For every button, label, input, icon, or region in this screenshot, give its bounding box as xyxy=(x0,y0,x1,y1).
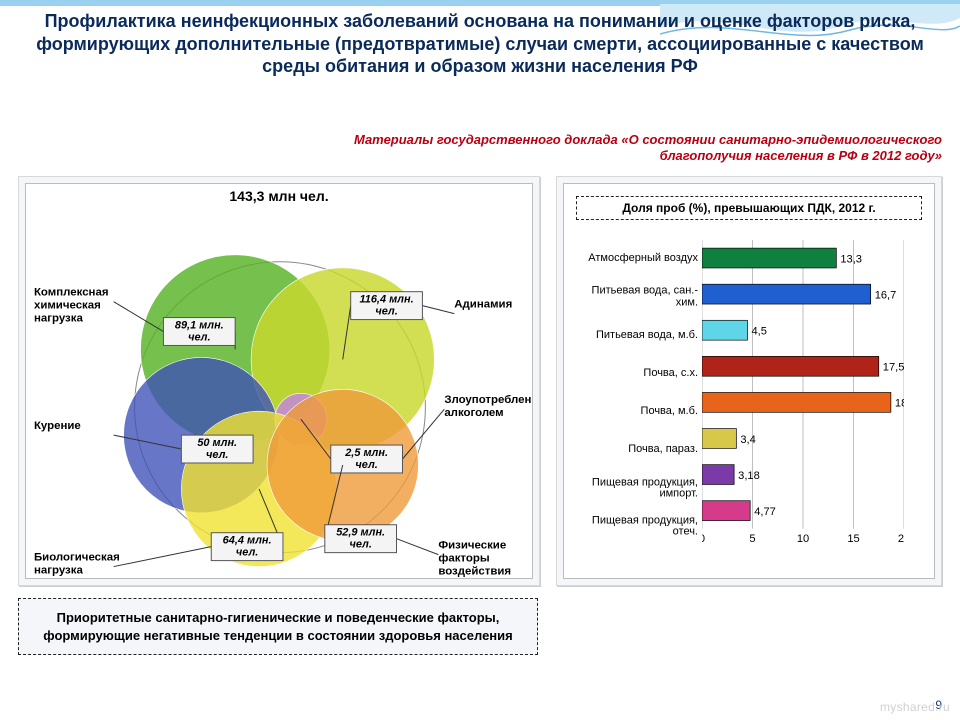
bar-category-label: Питьевая вода, сан.-хим. xyxy=(570,286,698,309)
svg-text:Физическиефакторывоздействия: Физическиефакторывоздействия xyxy=(438,540,511,578)
slide: Профилактика неинфекционных заболеваний … xyxy=(0,0,960,720)
svg-text:15: 15 xyxy=(847,533,859,545)
bar-category-label: Пищевая продукция, отеч. xyxy=(570,515,698,538)
bars-plot: Доля проб (%), превышающих ПДК, 2012 г. … xyxy=(563,183,935,579)
bars-svg: 13,3 16,7 4,5 17,5 18,7 3,4 3,18 4,77 0 5 10 15 20 xyxy=(702,240,904,546)
svg-text:3,4: 3,4 xyxy=(740,434,755,446)
svg-text:20: 20 xyxy=(898,533,904,545)
venn-title: 143,3 млн чел. xyxy=(26,188,532,204)
svg-text:0: 0 xyxy=(702,533,705,545)
svg-text:4,77: 4,77 xyxy=(754,506,776,518)
svg-text:18,7: 18,7 xyxy=(895,398,904,410)
svg-text:5: 5 xyxy=(749,533,755,545)
venn-panel: 143,3 млн чел. 89,1 млн.чел.Комплекснаях… xyxy=(18,176,540,586)
venn-svg: 89,1 млн.чел.Комплекснаяхимическаянагруз… xyxy=(26,210,532,579)
bar-category-label: Почва, м.б. xyxy=(570,406,698,418)
svg-text:Курение: Курение xyxy=(34,420,81,432)
svg-text:13,3: 13,3 xyxy=(840,254,862,266)
svg-text:Злоупотреблениеалкоголем: Злоупотреблениеалкоголем xyxy=(444,394,532,419)
venn-plot: 143,3 млн чел. 89,1 млн.чел.Комплекснаях… xyxy=(25,183,533,579)
svg-text:17,5: 17,5 xyxy=(883,362,904,374)
source-subtitle: Материалы государственного доклада «О со… xyxy=(290,132,942,165)
svg-text:Комплекснаяхимическаянагрузка: Комплекснаяхимическаянагрузка xyxy=(34,287,109,325)
svg-text:3,18: 3,18 xyxy=(738,470,760,482)
watermark: myshared.ru xyxy=(880,700,950,714)
bars-panel: Доля проб (%), превышающих ПДК, 2012 г. … xyxy=(556,176,942,586)
bottom-caption: Приоритетные санитарно-гигиенические и п… xyxy=(18,598,538,655)
bar-category-label: Почва, с.х. xyxy=(570,368,698,380)
bars-categories: Атмосферный воздух Питьевая вода, сан.-хи… xyxy=(568,240,698,546)
bars-chart-area: 13,3 16,7 4,5 17,5 18,7 3,4 3,18 4,77 0 5 10 15 20 xyxy=(702,240,904,546)
bar-category-label: Пищевая продукция, импорт. xyxy=(570,477,698,500)
svg-text:16,7: 16,7 xyxy=(875,290,897,302)
svg-text:4,5: 4,5 xyxy=(751,326,766,338)
svg-text:10: 10 xyxy=(797,533,809,545)
bars-legend: Доля проб (%), превышающих ПДК, 2012 г. xyxy=(576,196,922,220)
svg-text:Адинамия: Адинамия xyxy=(454,299,512,311)
bar-category-label: Атмосферный воздух xyxy=(570,253,698,265)
svg-text:Биологическаянагрузка: Биологическаянагрузка xyxy=(34,552,120,577)
page-title: Профилактика неинфекционных заболеваний … xyxy=(20,10,940,78)
bar-category-label: Питьевая вода, м.б. xyxy=(570,330,698,342)
bar-category-label: Почва, параз. xyxy=(570,445,698,457)
